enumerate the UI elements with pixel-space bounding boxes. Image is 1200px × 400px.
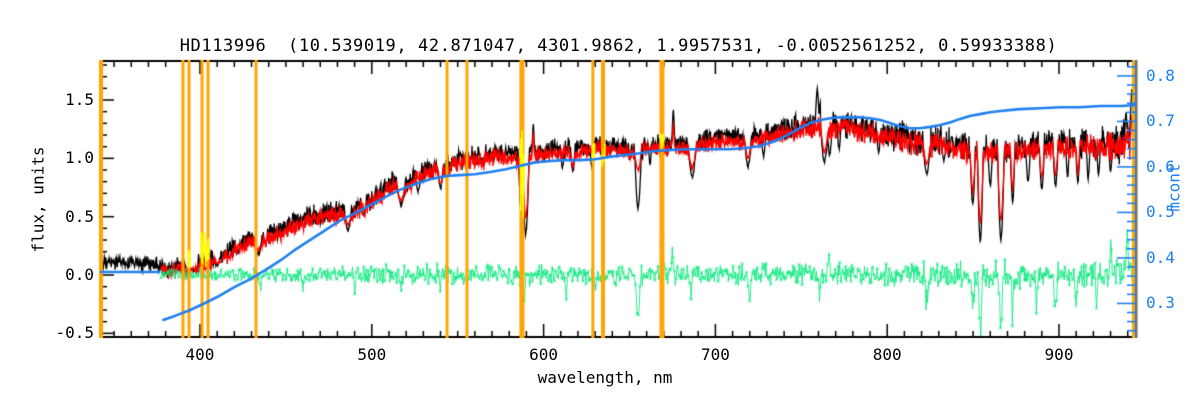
mcont-tick-label: 0.4: [1146, 247, 1175, 267]
flux-tick-label: 1.0: [65, 148, 94, 168]
x-tick-label: 700: [700, 345, 730, 364]
flux-tick-label: -0.5: [55, 323, 94, 343]
flux-tick-label: 0.0: [65, 265, 94, 284]
flux-tick-label: 1.5: [65, 90, 94, 109]
mcont-tick-label: 0.3: [1146, 293, 1175, 313]
x-tick-label: 800: [872, 345, 902, 364]
x-tick-label: 500: [357, 345, 387, 364]
x-tick-label: 400: [185, 345, 215, 364]
x-axis-label: wavelength, nm: [537, 368, 673, 387]
x-tick-label: 900: [1044, 345, 1074, 364]
mcont-tick-label: 0.5: [1146, 202, 1175, 222]
x-tick-label: 600: [529, 345, 559, 364]
mcont-tick-label: 0.8: [1146, 65, 1175, 85]
mcont-tick-label: 0.6: [1146, 156, 1175, 176]
plot-title: HD113996 (10.539019, 42.871047, 4301.986…: [179, 36, 1058, 56]
flux-tick-label: 0.5: [65, 206, 94, 226]
mcont-tick-label: 0.7: [1146, 111, 1175, 131]
